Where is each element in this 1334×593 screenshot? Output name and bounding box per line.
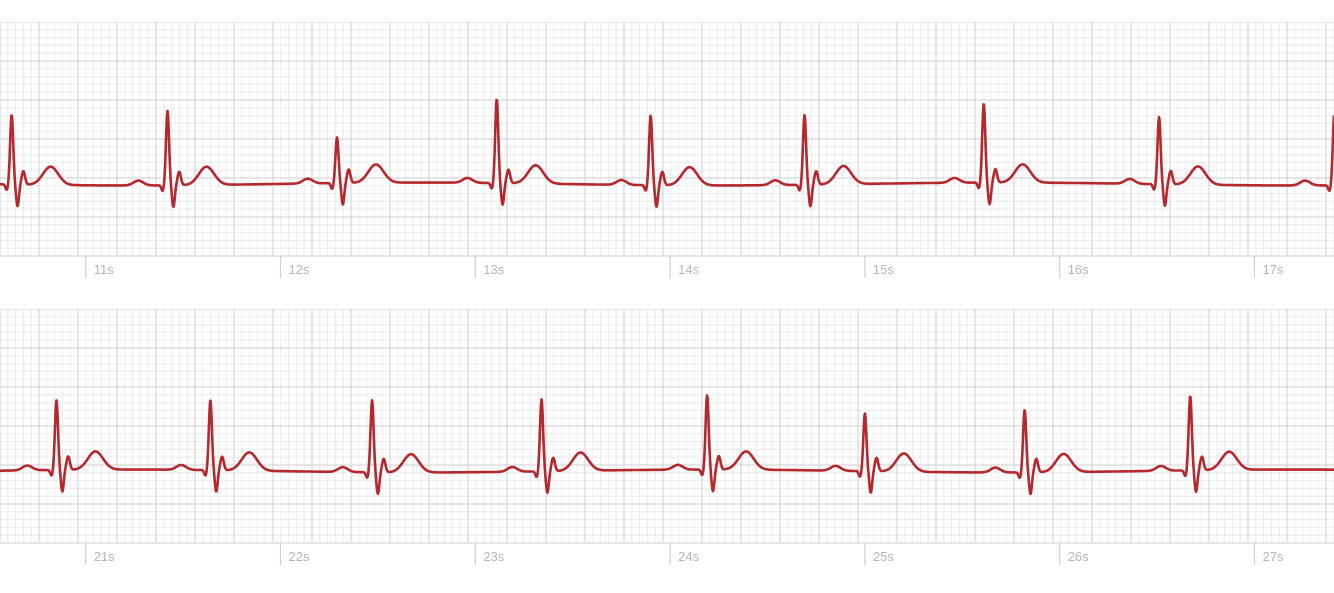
ecg-chart-1: 11s 12s 13s 14s 15s 16s 17s: [0, 22, 1334, 278]
ecg-trace: [0, 394, 1334, 496]
x-tick-label: 16s: [1068, 262, 1089, 277]
ecg-strip-2: 21s 22s 23s 24s 25s 26s 27s: [0, 309, 1334, 569]
x-ticks: 21s 22s 23s 24s 25s 26s 27s: [85, 543, 1284, 565]
grid: [0, 22, 1334, 257]
x-tick-label: 13s: [483, 262, 504, 277]
x-tick-label: 23s: [483, 549, 504, 564]
x-tick-label: 12s: [289, 262, 310, 277]
x-tick-label: 24s: [678, 549, 699, 564]
x-tick-label: 17s: [1263, 262, 1284, 277]
x-tick-label: 14s: [678, 262, 699, 277]
ecg-trace: [0, 98, 1334, 208]
ecg-chart-2: 21s 22s 23s 24s 25s 26s 27s: [0, 309, 1334, 565]
x-ticks: 11s 12s 13s 14s 15s 16s 17s: [85, 256, 1284, 278]
x-tick-label: 21s: [94, 549, 115, 564]
x-tick-label: 26s: [1068, 549, 1089, 564]
x-tick-label: 15s: [873, 262, 894, 277]
x-tick-label: 22s: [289, 549, 310, 564]
ecg-strip-1: 11s 12s 13s 14s 15s 16s 17s: [0, 22, 1334, 282]
x-tick-label: 11s: [94, 262, 114, 277]
x-tick-label: 25s: [873, 549, 894, 564]
x-tick-label: 27s: [1263, 549, 1284, 564]
grid: [0, 309, 1334, 544]
